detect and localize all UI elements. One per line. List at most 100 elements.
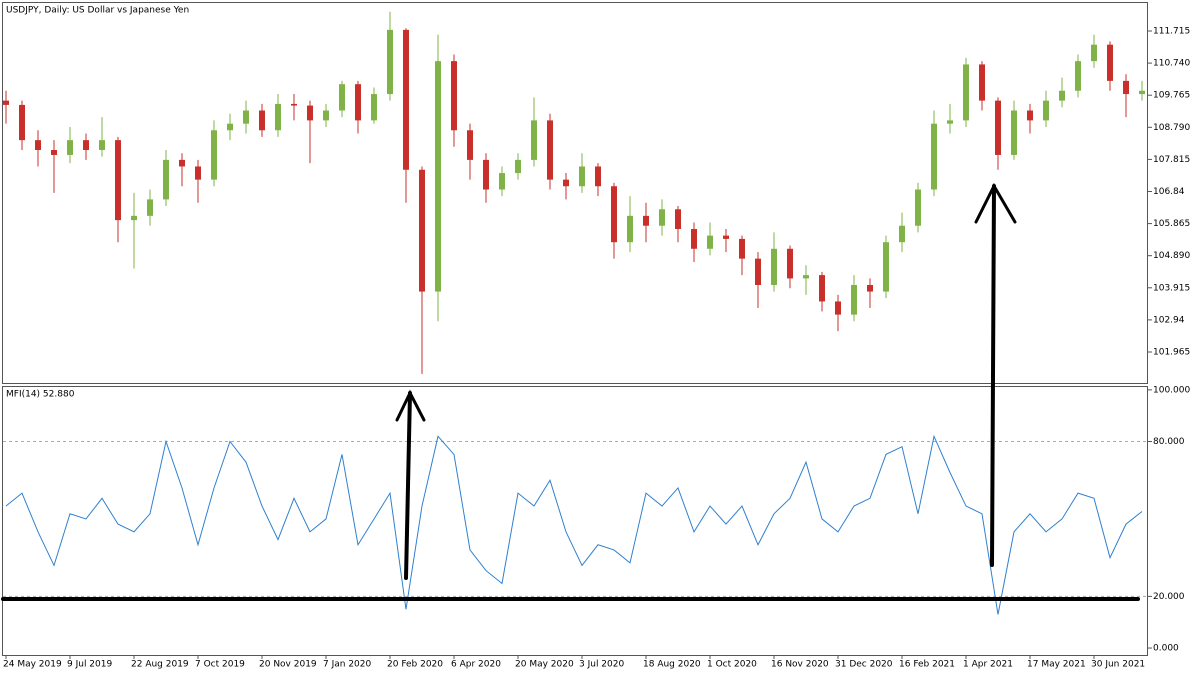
candle-body xyxy=(51,150,57,155)
candle-body xyxy=(867,284,873,292)
candle-body xyxy=(163,159,169,200)
candle-body xyxy=(243,110,249,124)
candle-body xyxy=(931,123,937,190)
x-tick-label: 20 Nov 2019 xyxy=(259,660,317,670)
candle-body xyxy=(467,130,473,160)
x-tick-label: 7 Oct 2019 xyxy=(195,660,245,670)
x-tick-label: 17 May 2021 xyxy=(1027,660,1086,670)
marks: 101.965 102.94 103.915 104.890 105.865 106.84… xyxy=(3,11,1190,670)
y-tick-label: 103.915 xyxy=(1153,283,1190,293)
candle-body xyxy=(675,209,681,230)
candle-body xyxy=(83,140,89,151)
arrow-head xyxy=(974,182,1017,224)
candle-body xyxy=(787,248,793,279)
x-tick-label: 7 Jan 2020 xyxy=(323,660,371,670)
candle-body xyxy=(883,242,889,292)
candle-body xyxy=(1043,100,1049,121)
candle-body xyxy=(259,110,265,131)
candle-body xyxy=(707,235,713,249)
x-tick-label: 30 Jun 2021 xyxy=(1091,660,1145,670)
candle-body xyxy=(803,275,809,279)
x-tick-label: 9 Jul 2019 xyxy=(67,660,112,670)
candle-body xyxy=(227,123,233,131)
candle-body xyxy=(99,140,105,151)
y-tick-label: 0.000 xyxy=(1153,644,1179,654)
arrow-head xyxy=(395,389,426,422)
x-tick-label: 20 May 2020 xyxy=(515,660,574,670)
chart-title: USDJPY, Daily: US Dollar vs Japanese Yen xyxy=(6,6,189,16)
y-tick-label: 100.000 xyxy=(1153,385,1190,395)
x-tick-label: 24 May 2019 xyxy=(3,660,62,670)
candle-body xyxy=(659,209,665,226)
candle-body xyxy=(899,225,905,243)
candle-body xyxy=(1091,44,1097,62)
x-tick-label: 6 Apr 2020 xyxy=(451,660,501,670)
candle-body xyxy=(1123,80,1129,95)
candle-body xyxy=(1107,44,1113,81)
x-tick-label: 20 Feb 2020 xyxy=(387,660,443,670)
candle-body xyxy=(1075,61,1081,91)
y-tick-label: 105.865 xyxy=(1153,219,1190,229)
candle-body xyxy=(19,104,25,141)
y-tick-label: 20.000 xyxy=(1153,592,1185,602)
candle-body xyxy=(595,166,601,187)
candle-body xyxy=(915,189,921,226)
candle-body xyxy=(147,199,153,216)
candle-body xyxy=(963,64,969,121)
candle-body xyxy=(723,235,729,239)
candle-body xyxy=(611,186,617,243)
candle-body xyxy=(275,103,281,131)
annotation-arrow xyxy=(404,391,412,580)
candle-body xyxy=(291,103,297,106)
indicator-title: MFI(14) 52.880 xyxy=(6,390,75,400)
y-tick-label: 80.000 xyxy=(1153,437,1185,447)
candle-body xyxy=(995,100,1001,155)
y-tick-label: 102.94 xyxy=(1153,315,1185,325)
candle-body xyxy=(579,166,585,187)
candle-body xyxy=(35,140,41,151)
candle-body xyxy=(547,120,553,180)
candle-body xyxy=(195,166,201,180)
candle-body xyxy=(115,140,121,221)
x-tick-label: 16 Nov 2020 xyxy=(771,660,829,670)
candle-body xyxy=(435,61,441,292)
candle-body xyxy=(371,94,377,121)
x-tick-label: 1 Apr 2021 xyxy=(963,660,1013,670)
candle-body xyxy=(211,130,217,180)
candle-body xyxy=(771,248,777,285)
x-tick-label: 3 Jul 2020 xyxy=(579,660,624,670)
candle-body xyxy=(451,61,457,131)
mfi-panel xyxy=(2,386,1148,656)
y-tick-label: 104.890 xyxy=(1153,251,1190,261)
candle-body xyxy=(307,105,313,121)
y-tick-label: 110.740 xyxy=(1153,59,1190,69)
candle-body xyxy=(515,159,521,174)
mfi-line xyxy=(5,434,1143,615)
y-tick-label: 108.790 xyxy=(1153,123,1190,133)
candle-body xyxy=(643,215,649,226)
candle-body xyxy=(419,169,425,292)
y-tick-label: 106.84 xyxy=(1153,187,1185,197)
candle-body xyxy=(819,275,825,302)
y-tick-label: 109.765 xyxy=(1153,91,1190,101)
candle-body xyxy=(131,215,137,221)
x-tick-label: 31 Dec 2020 xyxy=(835,660,893,670)
candle-body xyxy=(835,301,841,315)
candle-body xyxy=(627,215,633,243)
y-tick-label: 101.965 xyxy=(1153,347,1190,357)
candle-body xyxy=(739,238,745,259)
candle-body xyxy=(563,179,569,187)
candle-body xyxy=(755,258,761,285)
candle-body xyxy=(1027,110,1033,121)
candle-body xyxy=(691,229,697,249)
x-tick-label: 22 Aug 2019 xyxy=(131,660,189,670)
candle-body xyxy=(531,120,537,160)
candle-body xyxy=(483,159,489,190)
candle-body xyxy=(1011,110,1017,155)
candle-body xyxy=(403,29,409,170)
annotation-arrow xyxy=(990,184,996,567)
y-tick-label: 111.715 xyxy=(1153,27,1190,37)
candle-body xyxy=(979,64,985,101)
